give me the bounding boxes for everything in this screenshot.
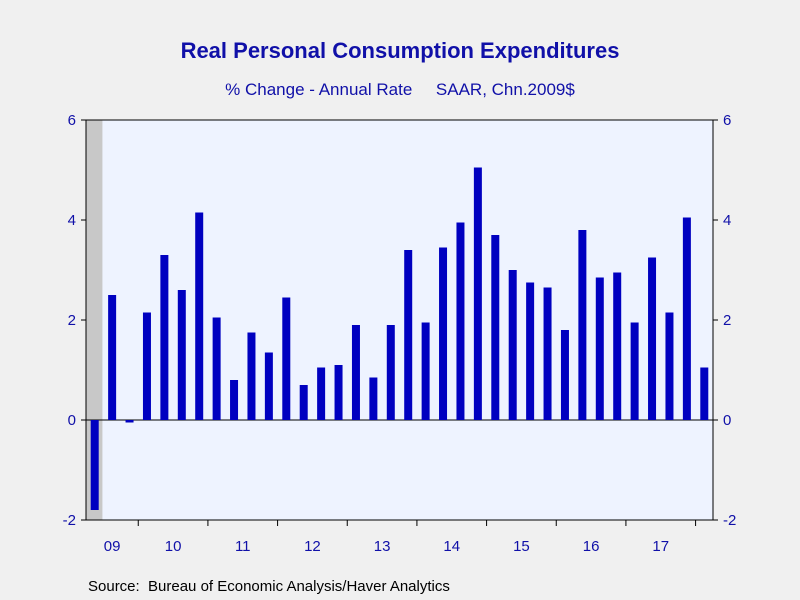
ytick-label-right: 6	[723, 112, 731, 129]
bar-2009Q4	[125, 420, 134, 423]
bar-2012Q1	[282, 297, 291, 420]
bar-2012Q3	[317, 367, 326, 420]
ytick-label-right: 0	[723, 412, 731, 429]
bar-2009Q3	[108, 295, 117, 420]
bar-2017Q2	[648, 257, 657, 420]
bar-2015Q1	[491, 235, 500, 420]
bar-2018Q1	[700, 367, 709, 420]
bar-2014Q3	[456, 222, 465, 420]
plot-area	[86, 120, 713, 520]
bar-2010Q1	[142, 312, 151, 420]
bar-2010Q3	[177, 290, 186, 420]
xtick-label-15: 15	[513, 538, 530, 555]
bar-2017Q3	[665, 312, 674, 420]
ytick-label-right: 4	[723, 212, 731, 229]
xtick-label-12: 12	[304, 538, 321, 555]
bar-2013Q3	[386, 325, 395, 420]
bar-2015Q2	[508, 270, 517, 420]
ytick-label-right: 2	[723, 312, 731, 329]
bar-2013Q4	[404, 250, 413, 420]
bar-2011Q4	[264, 352, 273, 420]
ytick-label-left: 0	[68, 412, 76, 429]
bar-2011Q3	[247, 332, 256, 420]
bar-2016Q2	[578, 230, 587, 420]
ytick-label-left: 4	[68, 212, 76, 229]
bar-2017Q4	[682, 217, 691, 420]
bar-2016Q3	[595, 277, 604, 420]
chart-subtitle: % Change - Annual Rate SAAR, Chn.2009$	[225, 80, 575, 99]
bar-2009Q2	[90, 420, 99, 510]
bar-2013Q1	[351, 325, 360, 420]
bar-2011Q2	[230, 380, 239, 420]
ytick-label-left: 2	[68, 312, 76, 329]
bar-2014Q2	[439, 247, 448, 420]
bar-2012Q4	[334, 365, 343, 420]
chart-source: Source: Bureau of Economic Analysis/Have…	[88, 578, 450, 595]
xtick-label-13: 13	[374, 538, 391, 555]
xtick-label-17: 17	[652, 538, 669, 555]
chart-title: Real Personal Consumption Expenditures	[180, 38, 620, 63]
bar-2014Q4	[473, 167, 482, 420]
bar-2010Q4	[195, 212, 204, 420]
ytick-label-left: -2	[63, 512, 76, 529]
bar-2015Q3	[526, 282, 535, 420]
ytick-label-right: -2	[723, 512, 736, 529]
xtick-label-11: 11	[235, 538, 251, 555]
bar-2017Q1	[630, 322, 639, 420]
xtick-label-09: 09	[104, 538, 121, 555]
bar-2011Q1	[212, 317, 221, 420]
bar-2016Q4	[613, 272, 622, 420]
bar-2010Q2	[160, 255, 169, 420]
xtick-label-14: 14	[443, 538, 460, 555]
bar-2015Q4	[543, 287, 552, 420]
ytick-label-left: 6	[68, 112, 76, 129]
bar-2014Q1	[421, 322, 430, 420]
xtick-label-10: 10	[165, 538, 182, 555]
bar-2013Q2	[369, 377, 378, 420]
bar-2012Q2	[299, 385, 308, 420]
bar-2016Q1	[560, 330, 569, 420]
xtick-label-16: 16	[583, 538, 600, 555]
